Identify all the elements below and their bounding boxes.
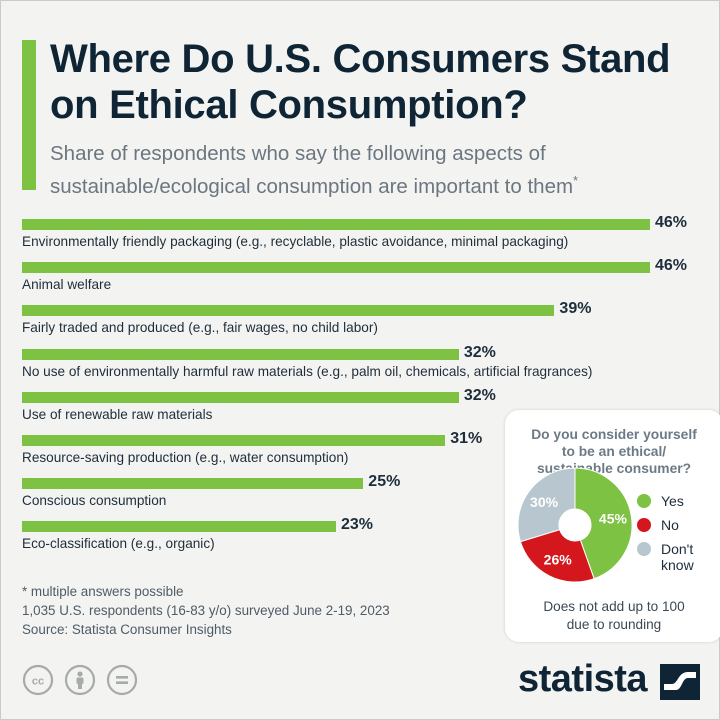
bar-value-label: 32% — [463, 386, 496, 404]
bar-value-label: 23% — [341, 516, 374, 534]
donut-slice — [517, 467, 576, 543]
legend-label-line: Yes — [661, 493, 684, 509]
inset-question-line: Do you consider yourself — [531, 427, 697, 442]
footnote-respondents: 1,035 U.S. respondents (16-83 y/o) surve… — [22, 603, 390, 618]
inset-rounding-note: Does not add up to 100 due to rounding — [505, 598, 720, 634]
bar — [22, 305, 555, 317]
donut-slice-label: 45% — [599, 510, 628, 526]
bar-value-label: 31% — [450, 430, 483, 447]
subtitle-text: Share of respondents who say the followi… — [50, 142, 574, 198]
bar-category-label: No use of environmentally harmful raw ma… — [22, 363, 593, 379]
bar — [22, 478, 364, 490]
bar-category-label: Resource-saving production (e.g., water … — [22, 450, 349, 465]
bar — [22, 435, 446, 446]
statista-logo-text: statista — [518, 658, 648, 700]
donut-slice-label: 30% — [530, 494, 559, 510]
chart-title: Where Do U.S. Consumers Stand on Ethical… — [50, 37, 671, 127]
chart-subtitle: Share of respondents who say the followi… — [50, 140, 710, 200]
legend-label-line: No — [661, 517, 679, 533]
bar — [22, 262, 650, 274]
donut-inset-panel: Do you consider yourself to be an ethica… — [505, 410, 720, 642]
legend-swatch — [637, 494, 651, 508]
legend-label-line: Don't — [661, 541, 694, 557]
statista-logo-mark — [660, 664, 700, 700]
footnote-source: Source: Statista Consumer Insights — [22, 622, 232, 637]
donut-slice — [574, 467, 633, 580]
bar-value-label: 25% — [368, 473, 401, 491]
legend-label: Yes — [661, 493, 684, 509]
bar-category-label: Fairly traded and produced (e.g., fair w… — [22, 320, 378, 336]
inset-note-line: due to rounding — [566, 617, 662, 632]
bar-value-label: 39% — [559, 300, 592, 318]
legend-swatch — [637, 518, 651, 532]
bar-category-label: Eco-classification (e.g., organic) — [22, 536, 215, 552]
svg-text:cc: cc — [32, 676, 44, 688]
legend-swatch — [637, 542, 651, 556]
bar-category-label: Environmentally friendly packaging (e.g.… — [22, 234, 569, 249]
footnote-multiple-answers: * multiple answers possible — [22, 584, 184, 599]
bar-category-label: Conscious consumption — [22, 493, 167, 509]
bar-category-label: Use of renewable raw materials — [22, 406, 213, 422]
legend-label-line: know — [661, 557, 694, 573]
bar — [22, 348, 459, 360]
attribution-icon — [64, 664, 96, 696]
bar — [22, 219, 650, 230]
donut-slice-label: 26% — [544, 551, 573, 567]
subtitle-footnote-mark: * — [573, 173, 579, 188]
donut-slice — [519, 529, 595, 583]
inset-note-line: Does not add up to 100 — [543, 599, 685, 614]
bar-value-label: 46% — [655, 257, 688, 275]
bar — [22, 391, 459, 403]
bar-value-label: 32% — [463, 343, 496, 361]
title-accent-bar — [22, 40, 36, 190]
creative-commons-icon: cc — [22, 664, 54, 696]
footnotes: * multiple answers possible 1,035 U.S. r… — [22, 582, 390, 639]
bar — [22, 521, 336, 533]
donut-chart: 45% 26% 30% — [517, 467, 633, 583]
legend-label: No — [661, 517, 679, 533]
bar-category-label: Animal welfare — [22, 277, 112, 293]
no-derivatives-icon — [106, 664, 138, 696]
inset-question-line: to be an ethical/ — [561, 444, 667, 459]
legend-label: Don't know — [661, 541, 694, 573]
bar-value-label: 46% — [655, 214, 688, 231]
